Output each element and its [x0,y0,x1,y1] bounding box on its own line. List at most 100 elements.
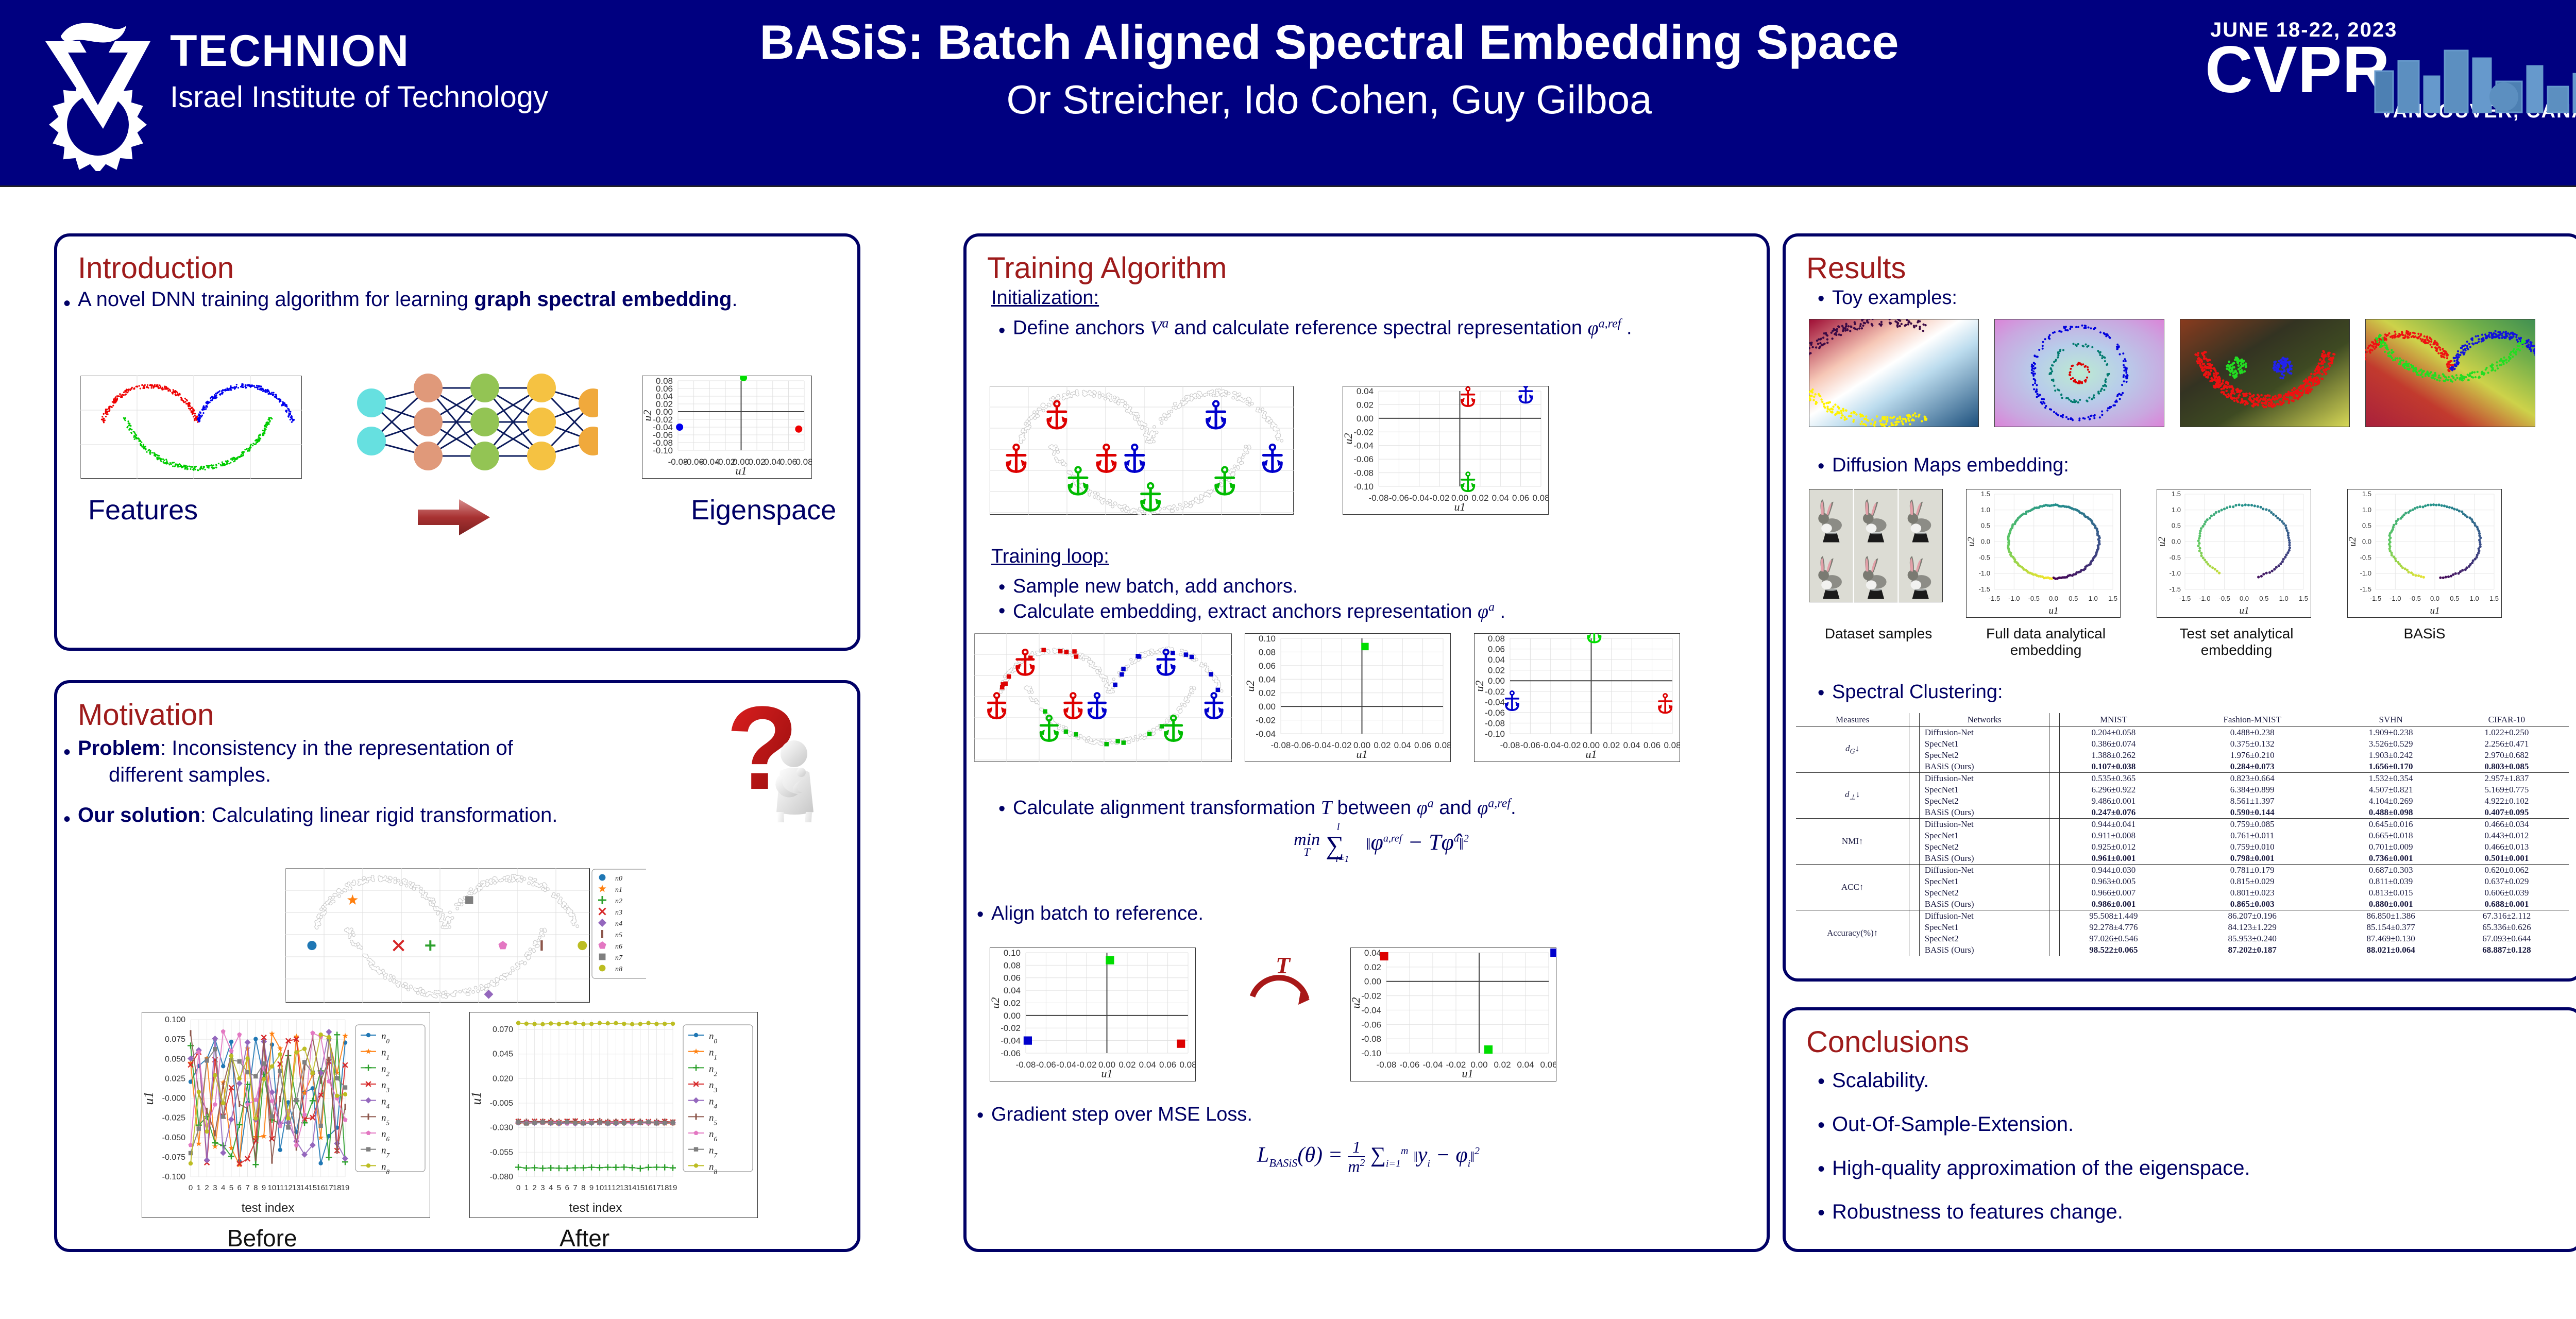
svg-text:u2: u2 [2157,537,2167,547]
svg-text:1.0: 1.0 [2172,506,2181,514]
svg-text:5: 5 [557,1183,561,1192]
svg-text:-0.04: -0.04 [1540,740,1561,750]
svg-text:-1.0: -1.0 [2360,569,2371,577]
svg-text:1.5: 1.5 [2108,595,2117,602]
svg-text:-0.04: -0.04 [1001,1036,1021,1046]
svg-text:-1.5: -1.5 [2170,585,2181,593]
svg-text:-0.5: -0.5 [2028,595,2039,602]
svg-text:-0.06: -0.06 [1389,493,1409,503]
svg-text:0.5: 0.5 [1981,522,1990,530]
svg-text:u2: u2 [990,997,1002,1009]
svg-text:6: 6 [238,1183,242,1192]
svg-text:0.5: 0.5 [2069,595,2078,602]
svg-text:-0.06: -0.06 [1400,1060,1420,1070]
svg-text:16: 16 [316,1183,325,1192]
svg-text:18: 18 [333,1183,342,1192]
svg-text:7: 7 [573,1183,577,1192]
svg-text:19: 19 [669,1183,677,1192]
svg-text:-0.08: -0.08 [1353,468,1374,478]
svg-text:0.00: 0.00 [1364,977,1381,987]
svg-text:2: 2 [532,1183,536,1192]
svg-text:-1.5: -1.5 [1979,585,1990,593]
svg-text:-0.08: -0.08 [1271,740,1291,750]
svg-text:u1: u1 [736,464,747,477]
svg-text:0.04: 0.04 [1492,493,1509,503]
svg-text:-0.000: -0.000 [162,1094,185,1103]
svg-text:-0.02: -0.02 [1353,427,1374,437]
svg-text:-0.08: -0.08 [1369,493,1389,503]
svg-text:-1.5: -1.5 [2360,585,2371,593]
svg-text:-0.025: -0.025 [162,1114,185,1123]
svg-text:0.5: 0.5 [2172,522,2181,530]
svg-text:-0.06: -0.06 [1361,1020,1381,1029]
svg-text:1.0: 1.0 [1981,506,1990,514]
svg-text:0: 0 [189,1183,193,1192]
svg-text:0.06: 0.06 [1004,973,1021,983]
svg-text:1.5: 1.5 [2299,595,2308,602]
svg-text:19: 19 [341,1183,350,1192]
svg-text:0.04: 0.04 [1139,1060,1156,1070]
svg-text:u2: u2 [1350,997,1362,1009]
svg-text:n6: n6 [615,943,622,951]
svg-text:-0.04: -0.04 [1423,1060,1443,1070]
svg-text:0.04: 0.04 [1488,655,1505,665]
svg-text:0.00: 0.00 [1004,1011,1021,1021]
svg-text:-0.04: -0.04 [1311,740,1331,750]
svg-text:0.02: 0.02 [1357,400,1374,410]
svg-text:-0.5: -0.5 [2360,553,2371,561]
svg-text:-0.08: -0.08 [1377,1060,1397,1070]
svg-text:14: 14 [300,1183,309,1192]
svg-text:0.08: 0.08 [1532,493,1549,503]
svg-text:0.045: 0.045 [493,1050,513,1059]
svg-text:0.06: 0.06 [1488,645,1505,654]
svg-text:-0.06: -0.06 [1001,1049,1021,1058]
svg-text:n1: n1 [615,886,622,894]
svg-text:0.04: 0.04 [1623,740,1640,750]
svg-text:-0.08: -0.08 [1500,740,1520,750]
svg-text:-0.100: -0.100 [162,1173,185,1181]
svg-text:5: 5 [229,1183,233,1192]
svg-text:-0.04: -0.04 [1353,441,1374,451]
svg-text:-1.5: -1.5 [2179,595,2191,602]
svg-text:n8: n8 [615,966,622,973]
svg-text:1: 1 [524,1183,529,1192]
svg-text:0.0: 0.0 [1981,538,1990,546]
svg-text:1.0: 1.0 [2279,595,2289,602]
svg-text:-0.02: -0.02 [1332,740,1352,750]
svg-text:-0.04: -0.04 [1485,697,1505,707]
svg-text:-0.5: -0.5 [2218,595,2230,602]
svg-text:-0.080: -0.080 [490,1173,513,1181]
svg-text:0.10: 0.10 [1259,634,1276,644]
svg-text:-0.06: -0.06 [1036,1060,1056,1070]
svg-text:-1.5: -1.5 [2370,595,2381,602]
svg-text:u1: u1 [2049,605,2059,616]
svg-text:-0.06: -0.06 [1485,708,1505,718]
svg-text:0.08: 0.08 [795,457,812,467]
svg-text:-0.5: -0.5 [2409,595,2420,602]
svg-text:u2: u2 [1245,681,1257,692]
svg-text:u1: u1 [1357,748,1368,760]
svg-text:0.04: 0.04 [1517,1060,1534,1070]
svg-text:n2: n2 [615,898,622,905]
svg-text:0.070: 0.070 [493,1025,513,1034]
svg-text:-1.0: -1.0 [2170,569,2181,577]
svg-text:-0.04: -0.04 [1256,729,1276,739]
svg-text:-0.02: -0.02 [1430,493,1450,503]
svg-text:3: 3 [213,1183,217,1192]
svg-text:-0.030: -0.030 [490,1124,513,1132]
svg-text:u1: u1 [2430,605,2440,616]
svg-text:0.100: 0.100 [165,1016,185,1024]
svg-text:0.04: 0.04 [1259,674,1276,684]
svg-text:0.06: 0.06 [1259,661,1276,671]
svg-text:-1.0: -1.0 [2008,595,2020,602]
svg-text:4: 4 [549,1183,553,1192]
svg-text:0.02: 0.02 [1118,1060,1136,1070]
svg-text:-1.0: -1.0 [2389,595,2401,602]
svg-text:0.08: 0.08 [1259,647,1276,657]
svg-text:test index: test index [569,1201,622,1215]
svg-text:-0.10: -0.10 [1485,729,1505,739]
svg-text:-0.04: -0.04 [1409,493,1429,503]
svg-text:u2: u2 [642,410,654,421]
svg-text:14: 14 [628,1183,637,1192]
svg-text:9: 9 [589,1183,594,1192]
